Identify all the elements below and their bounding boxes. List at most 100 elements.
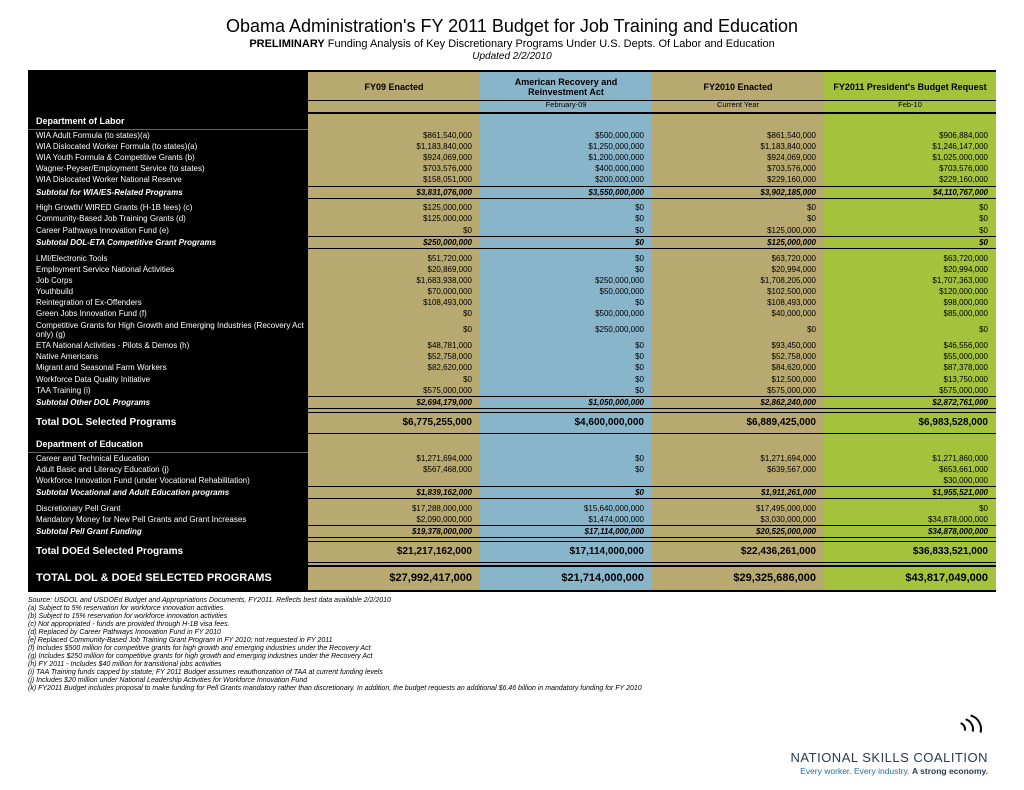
- cell-value: $500,000,000: [480, 129, 652, 141]
- footnote: (j) Includes $20 million under National …: [28, 677, 996, 685]
- footnote: (b) Subject to 15% reservation for workf…: [28, 613, 996, 621]
- page-title: Obama Administration's FY 2011 Budget fo…: [28, 16, 996, 37]
- row-label: Native Americans: [28, 351, 308, 362]
- footnote: (a) Subject to 5% reservation for workfo…: [28, 605, 996, 613]
- row-label: WIA Adult Formula (to states)(a): [28, 129, 308, 141]
- cell-value: $1,271,694,000: [652, 452, 824, 464]
- cell-value: $0: [308, 225, 480, 237]
- cell-value: $12,500,000: [652, 374, 824, 385]
- cell-value: $22,436,261,000: [652, 542, 824, 563]
- cell-value: $2,862,240,000: [652, 396, 824, 408]
- cell-value: [480, 475, 652, 487]
- row-label: TAA Training (i): [28, 385, 308, 397]
- cell-value: $1,025,000,000: [824, 152, 996, 163]
- subtitle-bold: PRELIMINARY: [249, 38, 324, 50]
- section-header: Department of Education: [28, 437, 308, 452]
- cell-value: $0: [480, 374, 652, 385]
- row-label: Subtotal Other DOL Programs: [28, 396, 308, 408]
- col-subheader: Feb-10: [824, 100, 996, 113]
- cell-value: $639,567,000: [652, 464, 824, 475]
- footnote: Source: USDOL and USDOEd Budget and Appr…: [28, 597, 996, 605]
- cell-value: $567,468,000: [308, 464, 480, 475]
- cell-value: $653,661,000: [824, 464, 996, 475]
- cell-value: $2,090,000,000: [308, 514, 480, 526]
- cell-value: $4,110,767,000: [824, 186, 996, 198]
- cell-value: $6,889,425,000: [652, 413, 824, 434]
- cell-value: $15,640,000,000: [480, 503, 652, 514]
- col-header: American Recovery and Reinvestment Act: [480, 71, 652, 100]
- cell-value: $63,720,000: [824, 253, 996, 264]
- cell-value: $36,833,521,000: [824, 542, 996, 563]
- cell-value: $1,708,205,000: [652, 275, 824, 286]
- section-header: Department of Labor: [28, 113, 308, 129]
- cell-value: $1,911,261,000: [652, 487, 824, 499]
- cell-value: $0: [824, 202, 996, 213]
- cell-value: $125,000,000: [308, 213, 480, 224]
- row-label: High Growth/ WIRED Grants (H-1B fees) (c…: [28, 202, 308, 213]
- row-label: Reintegration of Ex-Offenders: [28, 297, 308, 308]
- cell-value: $125,000,000: [652, 225, 824, 237]
- row-label: Community-Based Job Training Grants (d): [28, 213, 308, 224]
- cell-value: $3,550,000,000: [480, 186, 652, 198]
- row-label: TOTAL DOL & DOEd SELECTED PROGRAMS: [28, 566, 308, 591]
- cell-value: $52,758,000: [652, 351, 824, 362]
- cell-value: $98,000,000: [824, 297, 996, 308]
- cell-value: [652, 475, 824, 487]
- budget-table: FY09 EnactedAmerican Recovery and Reinve…: [28, 70, 996, 592]
- cell-value: $400,000,000: [480, 163, 652, 174]
- col-header: FY09 Enacted: [308, 71, 480, 100]
- cell-value: $0: [824, 213, 996, 224]
- cell-value: $0: [824, 236, 996, 248]
- cell-value: $52,758,000: [308, 351, 480, 362]
- row-label: WIA Dislocated Worker Formula (to states…: [28, 141, 308, 152]
- cell-value: $0: [480, 340, 652, 351]
- cell-value: $87,378,000: [824, 362, 996, 373]
- cell-value: $1,474,000,000: [480, 514, 652, 526]
- cell-value: $703,576,000: [824, 163, 996, 174]
- col-subheader: February-09: [480, 100, 652, 113]
- cell-value: $0: [308, 374, 480, 385]
- cell-value: $0: [652, 202, 824, 213]
- cell-value: $2,872,761,000: [824, 396, 996, 408]
- page-subtitle: PRELIMINARY Funding Analysis of Key Disc…: [28, 38, 996, 50]
- cell-value: $575,000,000: [824, 385, 996, 397]
- cell-value: $21,217,162,000: [308, 542, 480, 563]
- cell-value: $0: [480, 362, 652, 373]
- cell-value: $20,869,000: [308, 264, 480, 275]
- footnote: [e] Replaced Community-Based Job Trainin…: [28, 637, 996, 645]
- row-label: Wagner-Peyser/Employment Service (to sta…: [28, 163, 308, 174]
- cell-value: $250,000,000: [480, 320, 652, 340]
- cell-value: $250,000,000: [308, 236, 480, 248]
- footnote: (g) Includes $250 million for competitiv…: [28, 653, 996, 661]
- footnotes: Source: USDOL and USDOEd Budget and Appr…: [28, 597, 996, 694]
- cell-value: $861,540,000: [308, 129, 480, 141]
- row-label: Career Pathways Innovation Fund (e): [28, 225, 308, 237]
- cell-value: $0: [308, 320, 480, 340]
- row-label: Green Jobs Innovation Fund (f): [28, 308, 308, 319]
- cell-value: $0: [824, 225, 996, 237]
- row-label: ETA National Activities - Pilots & Demos…: [28, 340, 308, 351]
- cell-value: $1,271,860,000: [824, 452, 996, 464]
- cell-value: $20,994,000: [652, 264, 824, 275]
- cell-value: $3,902,185,000: [652, 186, 824, 198]
- cell-value: $51,720,000: [308, 253, 480, 264]
- cell-value: $1,183,840,000: [308, 141, 480, 152]
- row-label: WIA Youth Formula & Competitive Grants (…: [28, 152, 308, 163]
- cell-value: $0: [480, 464, 652, 475]
- row-label: Subtotal DOL-ETA Competitive Grant Progr…: [28, 236, 308, 248]
- row-label: Youthbuild: [28, 286, 308, 297]
- cell-value: $6,775,255,000: [308, 413, 480, 434]
- cell-value: $34,878,000,000: [824, 526, 996, 538]
- cell-value: $1,250,000,000: [480, 141, 652, 152]
- cell-value: $108,493,000: [308, 297, 480, 308]
- cell-value: $20,525,000,000: [652, 526, 824, 538]
- col-subheader: [308, 100, 480, 113]
- cell-value: $1,271,694,000: [308, 452, 480, 464]
- cell-value: $0: [480, 264, 652, 275]
- cell-value: $1,050,000,000: [480, 396, 652, 408]
- cell-value: $3,030,000,000: [652, 514, 824, 526]
- cell-value: $50,000,000: [480, 286, 652, 297]
- cell-value: $924,069,000: [308, 152, 480, 163]
- cell-value: $0: [824, 503, 996, 514]
- cell-value: $0: [652, 320, 824, 340]
